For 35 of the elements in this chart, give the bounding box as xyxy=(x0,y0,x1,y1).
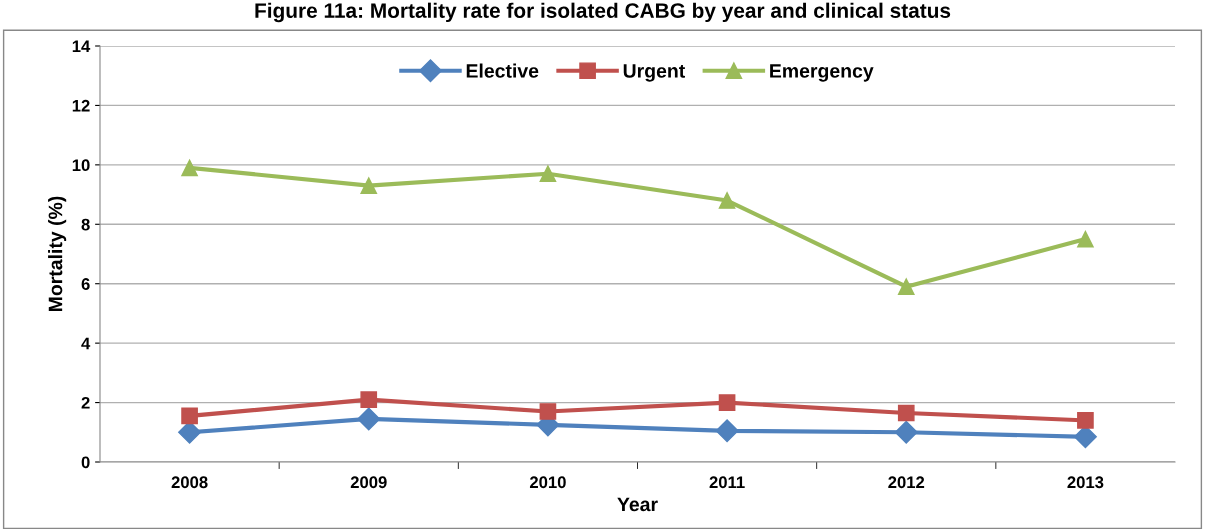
point xyxy=(360,391,378,408)
x-tick-label: 2008 xyxy=(171,476,208,489)
y-tick-label: 14 xyxy=(72,40,91,53)
point xyxy=(539,165,557,183)
y-tick-label: 4 xyxy=(81,337,91,350)
point xyxy=(181,159,198,177)
point xyxy=(718,394,736,411)
point xyxy=(894,420,918,444)
point xyxy=(718,192,736,209)
y-tick-label: 8 xyxy=(81,218,90,231)
x-tick-label: 2011 xyxy=(709,476,745,489)
point xyxy=(539,403,557,420)
x-axis-title: Year xyxy=(617,497,658,512)
point xyxy=(360,177,378,194)
legend-label: Elective xyxy=(466,63,539,78)
point xyxy=(181,407,198,425)
y-axis-title: Mortality (%) xyxy=(48,196,67,312)
point xyxy=(357,407,381,431)
point xyxy=(897,404,915,422)
y-tick-label: 6 xyxy=(81,278,90,290)
y-tick-label: 10 xyxy=(72,159,90,172)
legend-label: Emergency xyxy=(770,64,874,82)
point xyxy=(1077,230,1094,248)
x-tick-label: 2013 xyxy=(1067,476,1104,489)
chart-title: Figure 11a: Mortality rate for isolated CABG by year and clinical status xyxy=(255,2,951,23)
point xyxy=(1077,412,1094,429)
point xyxy=(715,419,739,443)
y-tick-label: 12 xyxy=(72,99,90,112)
point xyxy=(897,278,915,296)
y-tick-label: 0 xyxy=(81,456,90,469)
legend-label: Urgent xyxy=(623,64,686,82)
y-tick-label: 2 xyxy=(81,396,90,409)
x-tick-label: 2009 xyxy=(350,476,387,489)
x-tick-label: 2010 xyxy=(529,476,566,489)
x-tick-label: 2012 xyxy=(888,476,925,489)
